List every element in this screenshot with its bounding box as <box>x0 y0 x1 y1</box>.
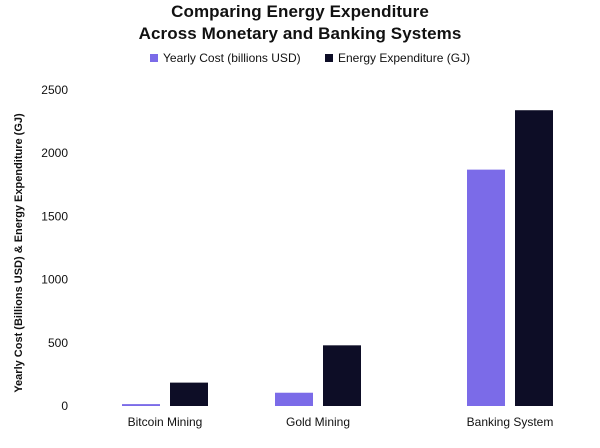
y-tick-label-500: 500 <box>48 336 68 350</box>
legend-item-energy-expenditure: Energy Expenditure (GJ) <box>325 51 470 65</box>
bar-gold-mining-yearly-cost-billions-usd <box>275 392 313 406</box>
y-tick-label-1500: 1500 <box>41 209 68 223</box>
x-tick-label-bitcoin-mining: Bitcoin Mining <box>128 415 203 429</box>
y-tick-label-1000: 1000 <box>41 273 68 287</box>
y-tick-label-2000: 2000 <box>41 146 68 160</box>
bar-bitcoin-mining-energy-expenditure-gj <box>170 382 208 406</box>
legend-swatch-yearly-cost <box>150 54 158 62</box>
legend-label-energy-expenditure: Energy Expenditure (GJ) <box>338 51 471 65</box>
legend-swatch-energy-expenditure <box>325 54 333 62</box>
y-tick-label-2500: 2500 <box>41 83 68 97</box>
chart-title-line-2: Across Monetary and Banking Systems <box>138 24 462 43</box>
y-tick-label-0: 0 <box>61 399 68 413</box>
bar-banking-system-yearly-cost-billions-usd <box>467 169 505 406</box>
bar-bitcoin-mining-yearly-cost-billions-usd <box>122 404 160 406</box>
bar-gold-mining-energy-expenditure-gj <box>323 345 361 406</box>
x-tick-label-banking-system: Banking System <box>467 415 554 429</box>
chart-title-line-1: Comparing Energy Expenditure <box>171 2 429 21</box>
legend-label-yearly-cost: Yearly Cost (billions USD) <box>163 51 301 65</box>
y-axis-title: Yearly Cost (Billions USD) & Energy Expe… <box>13 113 25 393</box>
x-tick-label-gold-mining: Gold Mining <box>286 415 350 429</box>
bar-banking-system-energy-expenditure-gj <box>515 110 553 406</box>
legend-item-yearly-cost: Yearly Cost (billions USD) <box>150 51 301 65</box>
